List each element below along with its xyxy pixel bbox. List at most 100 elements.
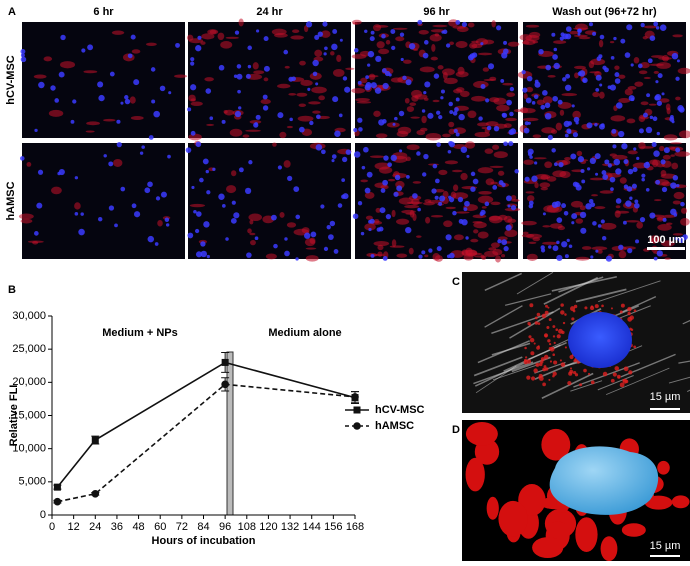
nucleus <box>133 211 141 218</box>
red-particle <box>486 496 499 520</box>
nucleus <box>675 147 681 153</box>
fiber <box>527 342 567 361</box>
red-signal <box>522 117 539 122</box>
red-signal <box>525 86 534 93</box>
red-signal <box>560 362 566 367</box>
nucleus <box>649 115 654 120</box>
nucleus <box>508 141 514 147</box>
red-signal <box>622 378 626 382</box>
nucleus <box>571 213 578 220</box>
nucleus <box>609 176 616 183</box>
red-signal <box>671 162 679 170</box>
red-signal <box>460 172 468 181</box>
nucleus <box>552 95 558 102</box>
nucleus <box>366 171 373 178</box>
nucleus <box>632 167 638 173</box>
red-signal <box>279 131 287 139</box>
nucleus <box>388 73 392 77</box>
nucleus <box>671 120 675 124</box>
nucleus <box>433 73 440 79</box>
nucleus <box>238 167 244 173</box>
red-signal <box>545 304 548 308</box>
nucleus <box>378 226 384 232</box>
nucleus <box>58 168 65 176</box>
marker <box>53 497 62 506</box>
fiber <box>597 374 634 391</box>
nucleus <box>36 202 43 209</box>
red-signal <box>501 254 506 258</box>
nucleus <box>116 119 121 124</box>
nucleus <box>453 128 458 134</box>
nucleus <box>360 231 365 236</box>
red-signal <box>519 107 529 114</box>
nucleus <box>342 76 348 81</box>
nucleus <box>309 120 314 126</box>
red-signal <box>467 110 477 119</box>
red-signal <box>664 257 671 260</box>
red-signal <box>636 221 644 229</box>
red-signal <box>648 103 657 106</box>
nucleus <box>370 30 375 35</box>
nucleus <box>187 107 192 112</box>
red-signal <box>534 182 539 189</box>
nucleus <box>361 165 366 170</box>
nucleus <box>614 78 621 84</box>
red-signal <box>546 325 550 330</box>
nucleus <box>601 170 607 176</box>
red-signal <box>534 321 539 325</box>
nucleus <box>484 201 490 207</box>
red-signal <box>130 115 144 121</box>
nucleus <box>380 188 386 193</box>
nucleus <box>367 63 371 67</box>
nucleus <box>466 154 470 158</box>
red-signal <box>643 25 658 29</box>
fiber <box>598 280 661 303</box>
red-signal <box>60 61 76 69</box>
red-signal <box>573 34 588 38</box>
scale-bar-label: 15 µm <box>650 391 681 403</box>
red-signal <box>653 70 659 74</box>
red-signal <box>543 365 547 368</box>
nucleus <box>396 185 403 192</box>
nucleus <box>479 211 484 217</box>
red-signal <box>406 106 415 113</box>
nucleus <box>417 19 423 25</box>
red-signal <box>619 382 625 388</box>
red-signal <box>375 133 388 139</box>
nucleus <box>314 34 320 40</box>
nucleus <box>246 252 252 258</box>
nucleus <box>440 89 445 94</box>
red-signal <box>32 240 39 245</box>
red-signal <box>279 211 285 218</box>
nucleus <box>72 99 77 104</box>
nucleus <box>50 85 56 91</box>
scale-bar <box>650 555 680 557</box>
red-signal <box>626 118 636 124</box>
red-signal <box>442 72 448 80</box>
nucleus <box>655 179 661 185</box>
nucleus <box>472 178 479 185</box>
nucleus <box>626 186 633 192</box>
nucleus <box>323 52 327 56</box>
nucleus <box>316 114 321 120</box>
red-signal <box>481 206 487 209</box>
red-signal <box>452 184 459 192</box>
red-signal <box>507 41 520 47</box>
y-axis-label: Relative FLI <box>8 385 20 447</box>
nucleus <box>497 239 502 244</box>
red-signal <box>529 337 535 343</box>
red-signal <box>406 144 420 151</box>
red-signal <box>274 33 288 38</box>
nucleus <box>508 129 515 136</box>
nucleus <box>273 243 278 249</box>
nucleus <box>58 71 65 78</box>
red-signal <box>351 87 366 94</box>
nucleus <box>190 84 197 91</box>
red-signal <box>103 118 116 122</box>
nucleus <box>524 176 530 182</box>
nucleus <box>503 246 509 252</box>
red-signal <box>602 371 608 377</box>
nucleus <box>80 212 84 216</box>
nucleus <box>341 156 348 163</box>
red-signal <box>548 378 551 381</box>
